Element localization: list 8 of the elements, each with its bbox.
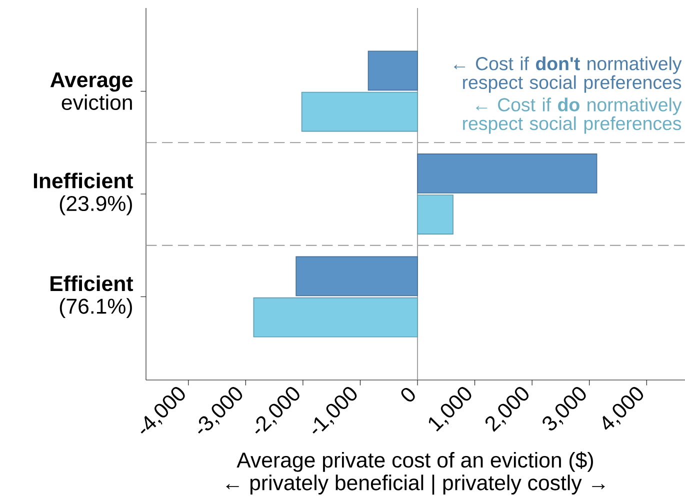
x-tick-label: 0	[401, 388, 415, 402]
y-tick-label: Efficient (76.1%)	[50, 275, 134, 318]
x-axis-title: Average private cost of an eviction ($)	[236, 452, 593, 472]
text: ← Cost if do normatively respect social preferences	[463, 98, 682, 134]
series-label: ← Cost if don't normatively respect social preferences	[454, 56, 682, 93]
y-tick-label: Average eviction	[50, 72, 133, 110]
text: ← privately beneficial | privately costly →	[226, 474, 605, 495]
y-tick-label: Inefficient (23.9%)	[34, 172, 134, 216]
